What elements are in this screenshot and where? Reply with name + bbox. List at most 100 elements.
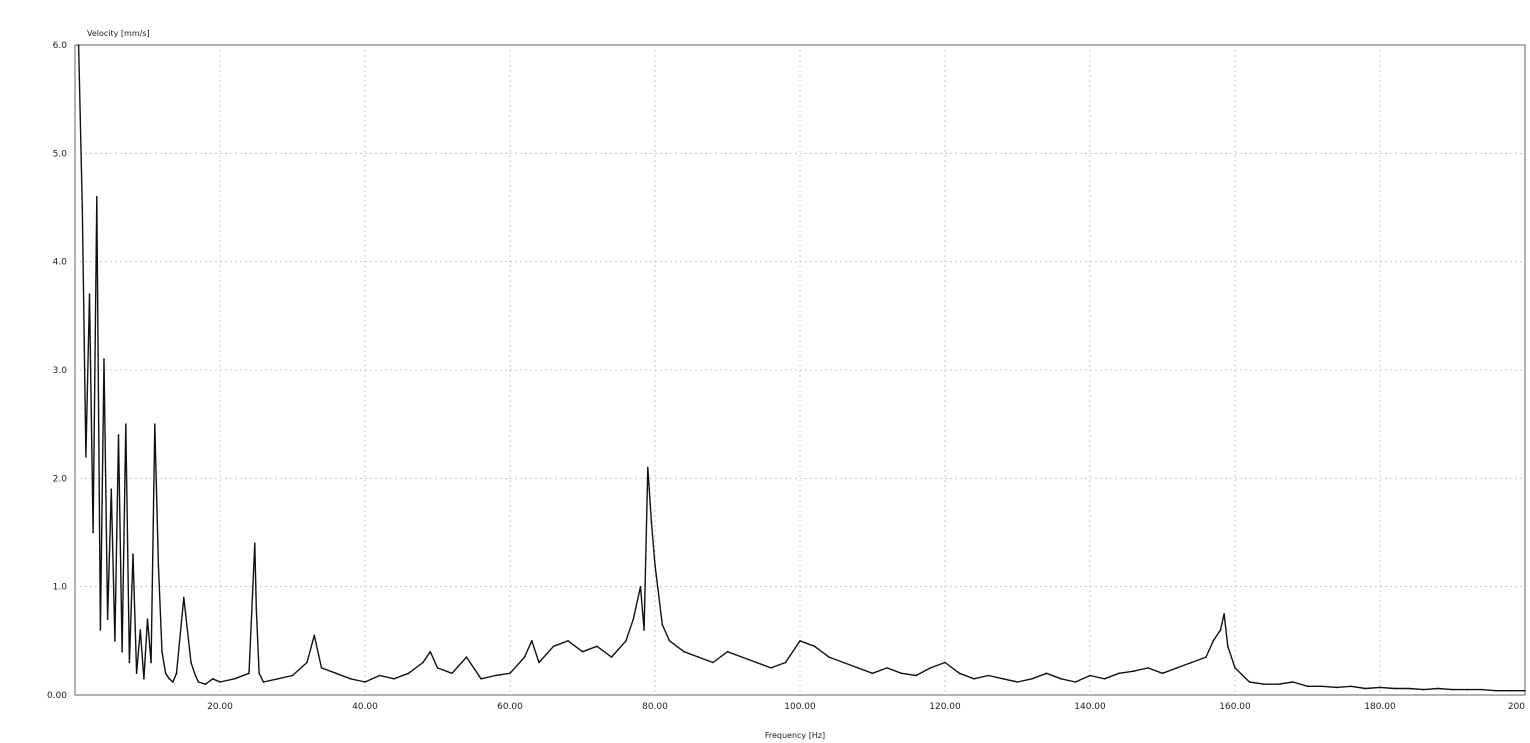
data-point [871,672,874,675]
x-tick-label: 200 [1508,702,1525,712]
data-point [320,667,323,669]
data-point [429,650,432,653]
data-point [712,661,714,664]
y-tick-label: 4.0 [53,258,68,268]
data-point [784,661,787,664]
data-point [1223,613,1225,615]
data-point [85,455,87,458]
data-point [1132,670,1135,672]
data-point [254,542,256,545]
data-point [349,678,352,680]
data-point [135,672,138,675]
data-point [1335,686,1338,689]
data-point [596,645,598,648]
y-tick-label: 2.0 [53,474,68,484]
data-point [697,656,700,658]
data-point [128,661,131,664]
data-point [1016,681,1019,683]
data-point [1292,681,1294,683]
data-point [96,195,98,198]
data-point [929,667,932,669]
data-point [531,640,533,642]
data-point [121,650,123,653]
data-point [291,674,294,677]
data-point [99,629,102,631]
data-point [197,681,200,683]
x-axis-label: Frequency [Hz] [765,731,825,740]
data-point [132,553,134,555]
data-point [1248,681,1251,683]
data-point [1212,640,1215,642]
data-point [1524,689,1526,692]
y-tick-label: 0.00 [47,691,67,701]
data-point [77,44,80,46]
x-tick-label: 100.00 [784,702,816,712]
data-point [625,640,627,642]
data-point [248,672,250,675]
data-point [643,629,645,631]
data-point [1306,685,1309,688]
data-point [1219,629,1222,631]
data-point [106,618,109,620]
data-point [139,629,142,631]
data-point [175,672,178,675]
data-point [1227,645,1229,648]
data-point [1103,678,1106,680]
data-point [1480,688,1483,691]
data-point [204,683,207,685]
data-point [1277,683,1280,685]
y-tick-label: 6.0 [53,41,68,51]
data-point [1089,674,1091,677]
data-point [190,661,192,664]
data-point [523,656,526,658]
data-point [103,358,105,361]
data-point [1176,667,1178,669]
data-point [567,640,569,642]
data-point [944,661,946,664]
data-point [1147,667,1149,669]
data-point [683,650,685,653]
data-point [306,661,308,664]
x-tick-label: 180.00 [1364,702,1396,712]
data-point [1060,678,1062,680]
data-point [143,678,145,680]
data-point [915,674,917,677]
data-point [1002,678,1004,680]
data-point [88,293,91,296]
data-point [164,672,167,675]
data-point [1408,687,1410,690]
x-tick-label: 120.00 [929,702,961,712]
grid-lines [75,45,1525,695]
tick-labels: 20.00 40.00 60.00 80.00 100.00 120.00 140.00 16… [47,41,1525,712]
data-point [770,667,772,669]
data-point [262,681,265,683]
data-point [509,672,511,675]
data-point [258,672,260,675]
data-point [1190,661,1193,664]
data-point [1466,688,1468,691]
x-tick-label: 80.00 [642,702,668,712]
data-point [900,672,903,675]
data-point [154,423,156,426]
data-point [538,661,540,664]
data-point [1263,683,1265,685]
data-point [726,650,729,653]
y-tick-label: 3.0 [53,366,68,376]
y-tick-label: 5.0 [53,149,68,159]
data-point [842,661,845,664]
data-point [117,434,120,436]
data-point [1161,672,1164,675]
data-point [378,674,381,677]
data-point [161,650,163,653]
data-point [125,423,127,426]
data-point [755,661,758,664]
data-point [92,531,94,534]
data-point [857,667,859,669]
data-point [1234,667,1236,669]
data-point [1364,687,1367,690]
data-point [1422,688,1425,691]
data-point [1451,688,1454,691]
data-point [422,661,424,664]
data-point [465,656,468,658]
data-point [150,661,152,664]
